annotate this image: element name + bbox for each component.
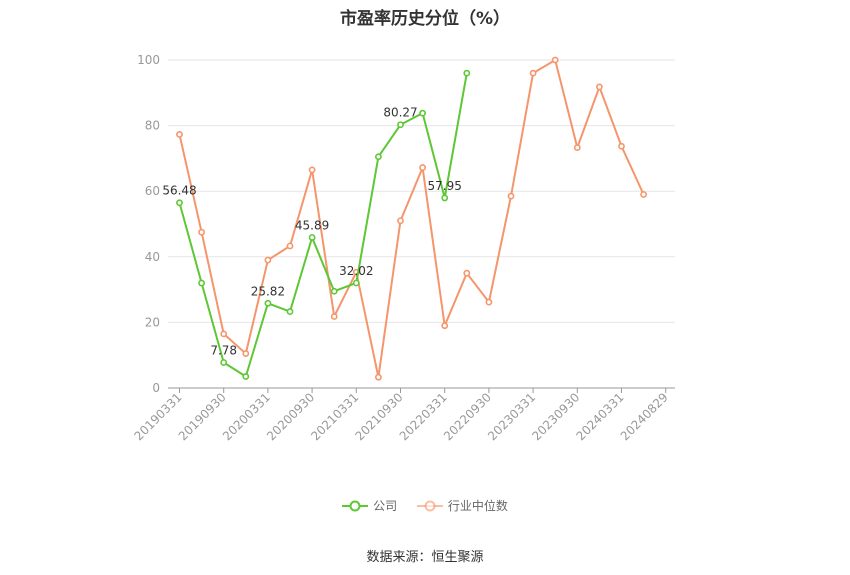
series-group	[176, 56, 647, 381]
series-line-industry	[178, 58, 645, 378]
data-point-industry	[330, 313, 338, 320]
x-tick-labels: 2019033120190930202003312020093020210331…	[132, 390, 671, 443]
y-tick-label: 40	[145, 250, 160, 264]
y-tick-label: 100	[137, 53, 160, 67]
legend-marker-industry	[416, 500, 443, 511]
data-point-industry	[176, 131, 183, 138]
data-point-industry	[573, 144, 581, 151]
data-point-company	[220, 359, 228, 366]
data-point-industry	[529, 69, 537, 77]
data-label: 25.82	[251, 284, 285, 298]
data-point-industry	[264, 256, 272, 264]
data-point-industry	[551, 56, 559, 64]
axes	[168, 387, 675, 393]
data-label: 45.89	[295, 218, 329, 232]
data-point-industry	[618, 142, 625, 150]
data-point-industry	[485, 298, 493, 306]
y-tick-label: 80	[145, 119, 160, 133]
data-point-company	[198, 279, 205, 287]
y-tick-labels: 0 20 40 60 80 100	[137, 53, 160, 395]
data-point-company	[419, 109, 426, 117]
data-label: 56.48	[162, 184, 196, 198]
data-point-industry	[242, 350, 250, 357]
legend-item-company[interactable]: 公司	[342, 497, 397, 514]
legend: 公司 行业中位数	[0, 497, 850, 515]
data-point-industry	[463, 269, 471, 277]
legend-item-industry[interactable]: 行业中位数	[416, 497, 508, 514]
data-labels: 56.48 7.78 25.82 45.89 32.02 80.27 57.95	[162, 106, 462, 358]
data-point-company	[352, 279, 360, 287]
data-point-industry	[286, 242, 294, 250]
data-point-company	[264, 299, 272, 307]
data-point-industry	[640, 191, 647, 198]
chart-title: 市盈率历史分位（%）	[339, 9, 511, 29]
data-point-company	[374, 153, 382, 161]
y-tick-label: 20	[145, 315, 160, 329]
data-point-company	[176, 199, 183, 207]
data-label: 32.02	[339, 264, 373, 278]
data-point-company	[463, 69, 471, 77]
legend-label-company: 公司	[373, 499, 398, 513]
data-point-company	[441, 194, 449, 202]
data-point-company	[397, 121, 404, 129]
data-point-industry	[220, 330, 228, 338]
grid-lines	[168, 59, 675, 323]
x-tick-label: 20240829	[618, 390, 671, 443]
data-point-industry	[441, 322, 449, 330]
data-point-industry	[198, 228, 205, 236]
legend-label-industry: 行业中位数	[447, 499, 508, 513]
data-label: 57.95	[428, 179, 462, 193]
data-point-industry	[419, 164, 426, 171]
source-note: 数据来源：恒生聚源	[366, 550, 484, 565]
data-point-industry	[374, 373, 382, 381]
legend-marker-company	[342, 500, 369, 511]
data-point-industry	[507, 192, 515, 200]
data-point-industry	[596, 83, 603, 91]
data-point-company	[286, 308, 294, 315]
data-label: 80.27	[383, 106, 417, 120]
data-point-company	[308, 234, 316, 241]
data-label: 7.78	[210, 343, 237, 357]
data-point-company	[242, 373, 250, 380]
data-point-company	[330, 287, 338, 295]
data-point-industry	[397, 217, 404, 225]
y-tick-label: 0	[152, 381, 160, 395]
y-tick-label: 60	[145, 184, 160, 198]
series-line-company	[178, 72, 468, 379]
data-point-industry	[308, 166, 316, 174]
